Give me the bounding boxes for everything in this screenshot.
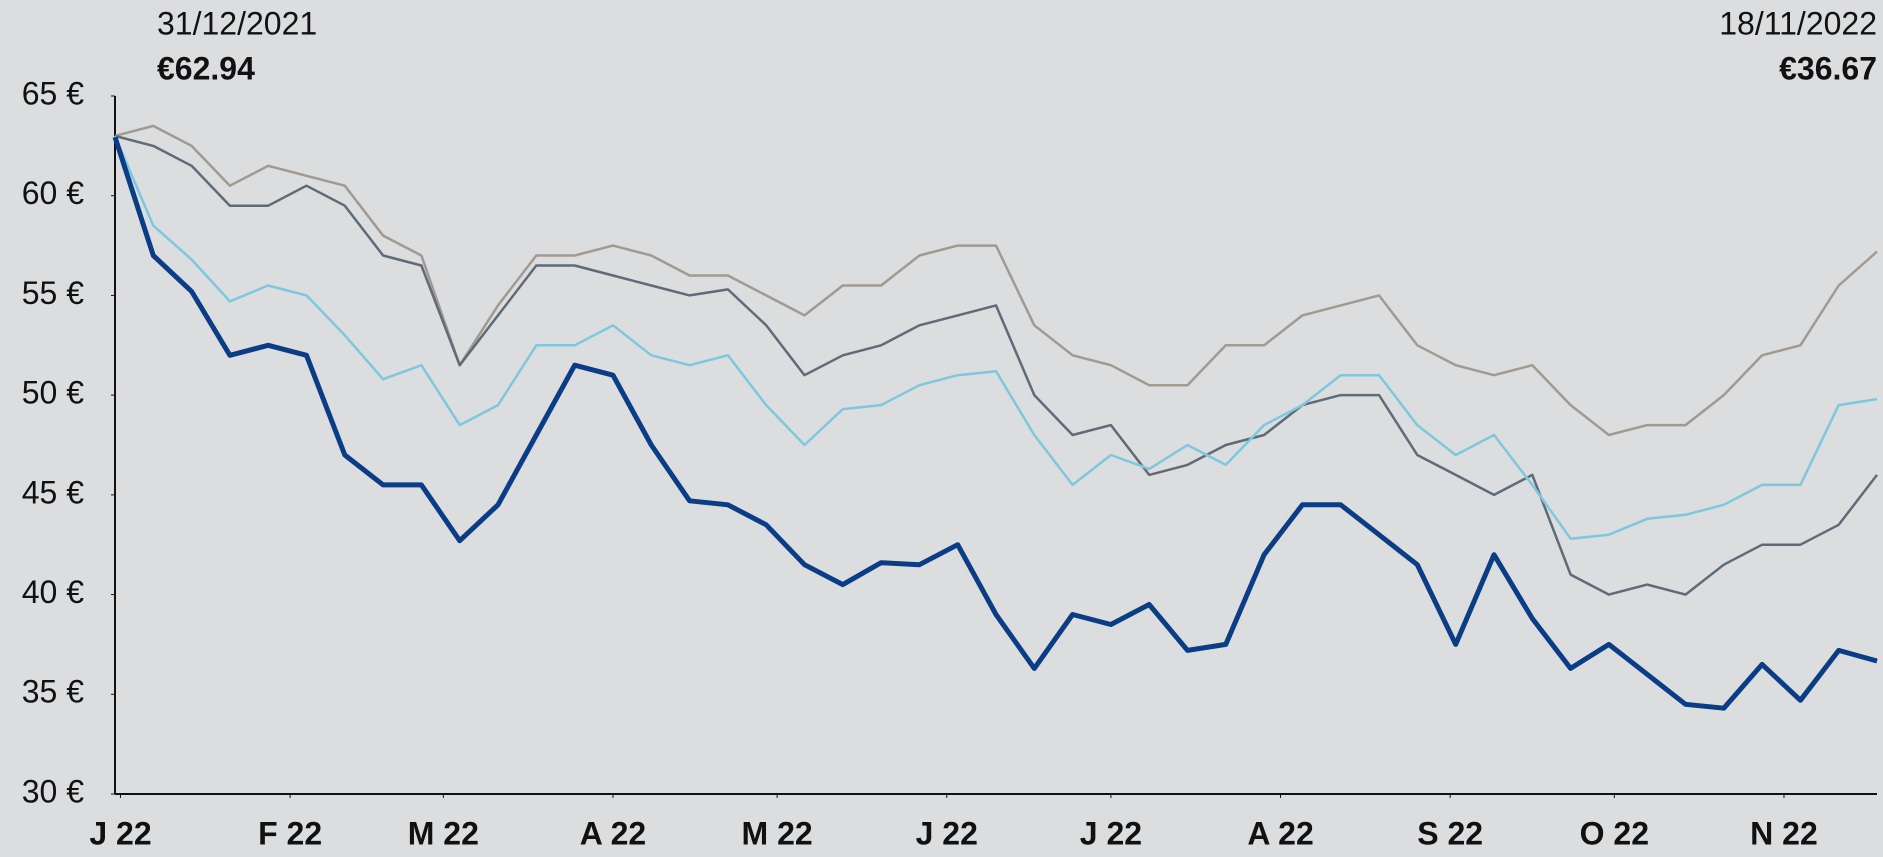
x-tick-label: F 22	[258, 815, 322, 851]
x-tick-label: A 22	[1247, 815, 1313, 851]
y-tick-label: 50 €	[22, 375, 84, 411]
x-tick-label: J 22	[1080, 815, 1142, 851]
y-tick-label: 35 €	[22, 674, 84, 710]
y-tick-label: 45 €	[22, 474, 84, 510]
series-line	[114, 124, 1878, 437]
x-tick-label: S 22	[1417, 815, 1483, 851]
y-tick-label: 65 €	[22, 75, 84, 111]
x-tick-label: A 22	[580, 815, 646, 851]
y-tick-label: 30 €	[22, 773, 84, 809]
y-tick-label: 55 €	[22, 275, 84, 311]
x-tick-label: O 22	[1580, 815, 1649, 851]
x-tick-label: J 22	[89, 815, 151, 851]
start-date: 31/12/2021	[157, 5, 317, 41]
series-line	[113, 135, 1878, 540]
series-line	[114, 134, 1878, 596]
x-tick-label: N 22	[1750, 815, 1818, 851]
end-date: 18/11/2022	[1719, 5, 1877, 41]
y-tick-label: 40 €	[22, 574, 84, 610]
end-value: €36.67	[1779, 50, 1877, 86]
x-tick-label: M 22	[742, 815, 813, 851]
start-value: €62.94	[157, 50, 255, 86]
x-tick-label: J 22	[916, 815, 978, 851]
x-tick-label: M 22	[408, 815, 479, 851]
y-tick-label: 60 €	[22, 175, 84, 211]
series-line	[112, 136, 1878, 711]
